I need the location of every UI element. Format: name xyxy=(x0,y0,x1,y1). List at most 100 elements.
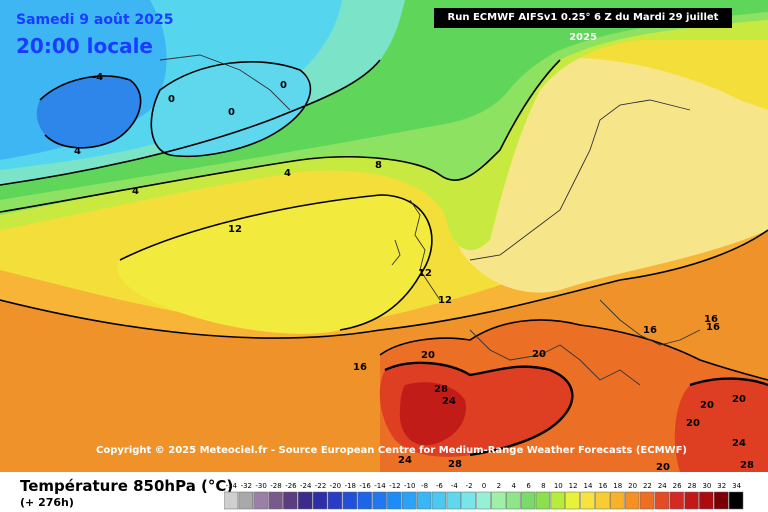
copyright-notice: Copyright © 2025 Meteociel.fr - Source E… xyxy=(96,445,687,456)
legend-tick-label: -32 xyxy=(241,482,252,490)
legend-tick-label: -14 xyxy=(374,482,386,490)
coastlines xyxy=(159,54,701,386)
isotherm-label: 0 xyxy=(280,80,287,91)
temperature-zone-12 xyxy=(457,57,768,293)
legend-swatch xyxy=(461,491,476,510)
legend-tick-label: 20 xyxy=(628,482,637,490)
legend-tick-label: -18 xyxy=(345,482,356,490)
legend-tick-label: -2 xyxy=(466,482,473,490)
legend-swatch xyxy=(416,491,432,510)
legend-swatch xyxy=(372,491,387,510)
isotherm-label: 20 xyxy=(700,400,714,411)
legend-tick-label: 2 xyxy=(497,482,501,490)
legend-swatch xyxy=(476,491,491,510)
isotherm-label: 12 xyxy=(228,224,242,235)
legend-tick-label: 6 xyxy=(526,482,531,490)
isotherm-label: 12 xyxy=(438,295,452,306)
legend-swatch xyxy=(312,491,328,510)
legend-tick-label: 28 xyxy=(688,482,697,490)
isotherm-label: 24 xyxy=(732,438,746,449)
color-scale: -34 -32 -30 -28 -26 -24 -22 -20 -18 -16 -14 -12 -10-… xyxy=(224,482,744,510)
legend-swatch xyxy=(550,491,566,510)
isotherm-labels: -4 0 0 0 4 4 4 8 12 12 12 16 16 16 20 20… xyxy=(74,72,754,472)
isotherm-label: 0 xyxy=(228,107,235,118)
legend-swatch xyxy=(580,491,595,510)
legend-tick-label: 30 xyxy=(702,482,711,490)
legend-tick-label: -4 xyxy=(451,482,459,490)
legend-swatch xyxy=(431,491,447,510)
legend-tick-label: -26 xyxy=(285,482,297,490)
legend-swatch xyxy=(491,491,506,510)
legend-tick-label: 4 xyxy=(511,482,516,490)
legend-tick-label: -8 xyxy=(421,482,428,490)
legend-tick-label: -22 xyxy=(315,482,326,490)
legend-swatch xyxy=(268,491,283,510)
isotherm-label: 28 xyxy=(740,460,754,471)
legend-tick-label: 26 xyxy=(673,482,682,490)
isotherm-label: 4 xyxy=(74,146,81,157)
legend-swatch xyxy=(639,491,655,510)
forecast-local-time: 20:00 locale xyxy=(16,34,153,58)
isotherm-label: 20 xyxy=(732,394,746,405)
legend-tick-label: -34 xyxy=(226,482,238,490)
legend-swatch xyxy=(610,491,625,510)
isotherm-label: 28 xyxy=(434,384,448,395)
legend-swatch xyxy=(714,491,729,510)
legend-title: Température 850hPa (°C) xyxy=(20,477,234,495)
legend-swatch xyxy=(535,491,551,510)
legend-tick-label: 12 xyxy=(569,482,578,490)
legend-tick-label: 32 xyxy=(717,482,726,490)
temperature-zone-east-hot xyxy=(674,378,768,472)
legend-tick-label: 16 xyxy=(598,482,607,490)
isotherm-label: 24 xyxy=(398,455,412,466)
legend-swatch xyxy=(357,491,372,510)
isotherm-label: 20 xyxy=(686,418,700,429)
legend-swatch xyxy=(298,491,313,510)
isotherm-label: 16 xyxy=(643,325,657,336)
legend-swatch xyxy=(224,491,239,510)
legend-tick-label: 8 xyxy=(541,482,545,490)
isotherm-label: -4 xyxy=(92,72,103,83)
legend-tick-label: 14 xyxy=(584,482,593,490)
legend-swatch xyxy=(342,491,358,510)
legend-swatch xyxy=(624,491,640,510)
legend-tick-label: 24 xyxy=(658,482,667,490)
legend-tick-label: 34 xyxy=(732,482,741,490)
isotherm-label: 20 xyxy=(656,462,670,472)
legend-tick-label: -16 xyxy=(359,482,371,490)
legend-tick-label: -24 xyxy=(300,482,312,490)
temperature-map: -4 0 0 0 4 4 4 8 12 12 12 16 16 16 20 20… xyxy=(0,0,768,472)
legend-subtitle: (+ 276h) xyxy=(20,496,74,509)
legend-tick-label: -30 xyxy=(255,482,266,490)
run-info-banner: Run ECMWF AIFSv1 0.25° 6 Z du Mardi 29 j… xyxy=(434,8,732,43)
legend-tick-label: -10 xyxy=(404,482,415,490)
legend-swatch xyxy=(595,491,610,510)
temperature-zone-28 xyxy=(399,382,466,446)
legend-swatch xyxy=(565,491,580,510)
legend-tick-label: 10 xyxy=(554,482,563,490)
isotherm-label: 0 xyxy=(168,94,175,105)
legend-swatch xyxy=(446,491,462,510)
isotherm-label: 16 xyxy=(353,362,367,373)
isotherm-label: 4 xyxy=(132,186,139,197)
legend-swatch xyxy=(238,491,254,510)
legend-tick-label: 0 xyxy=(482,482,486,490)
temperature-zone-12-atlantic xyxy=(117,195,432,334)
isotherm-label: 16 xyxy=(704,314,718,325)
legend-swatch xyxy=(669,491,684,510)
isotherm-lines xyxy=(0,59,768,457)
temperature-zone-minus4 xyxy=(36,76,141,148)
legend-tick-label: -20 xyxy=(330,482,341,490)
legend-swatch xyxy=(654,491,670,510)
isotherm-label: 8 xyxy=(375,160,382,171)
legend-swatch xyxy=(520,491,536,510)
isotherm-label: 12 xyxy=(418,268,432,279)
legend-tick-label: -12 xyxy=(389,482,400,490)
forecast-date: Samedi 9 août 2025 xyxy=(16,12,174,28)
temperature-zone-cold-lobe xyxy=(151,61,311,157)
legend-swatch xyxy=(283,491,298,510)
legend-swatch xyxy=(699,491,714,510)
isotherm-label: 20 xyxy=(421,350,435,361)
legend-swatch xyxy=(402,491,417,510)
legend-swatch xyxy=(684,491,699,510)
